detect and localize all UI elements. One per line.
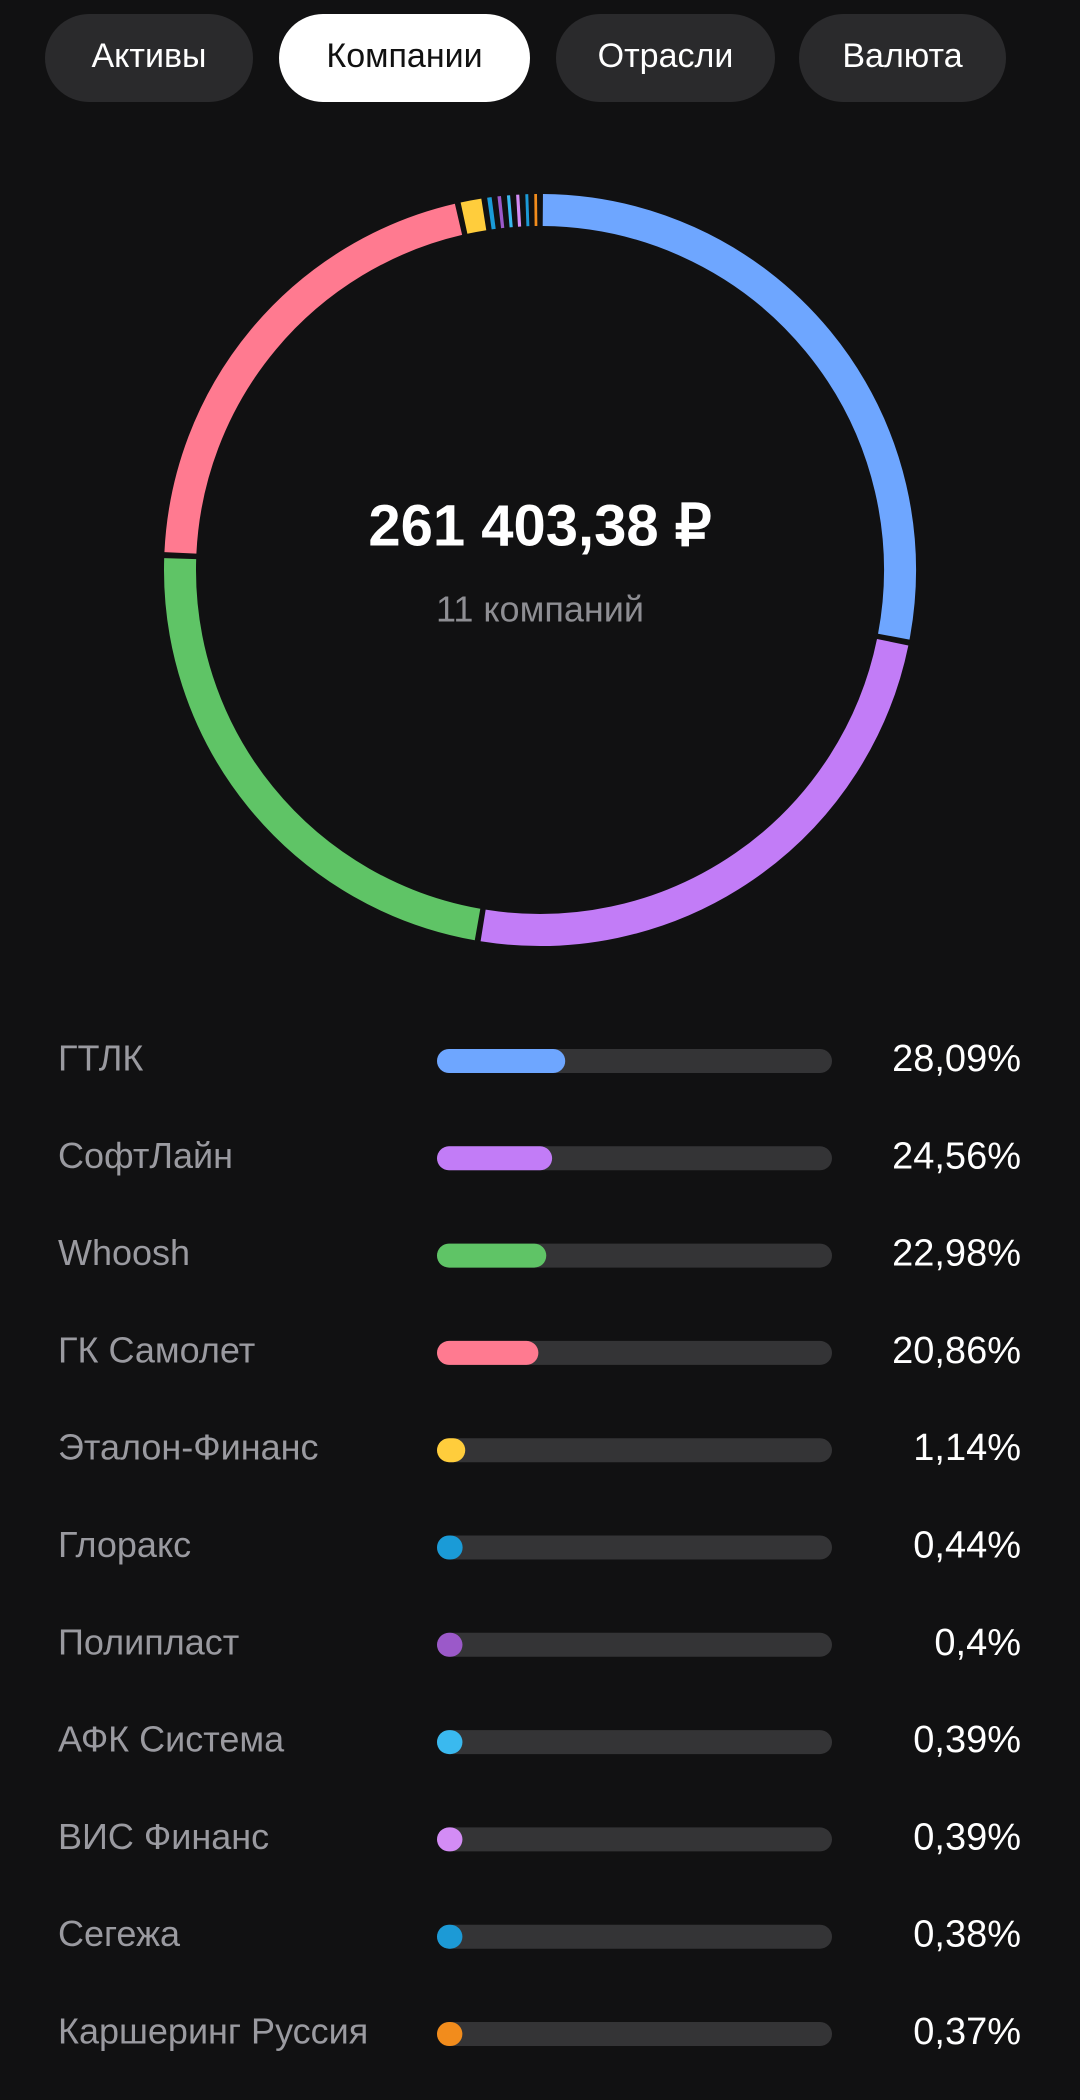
company-name: СофтЛайн (58, 1135, 233, 1176)
donut-segment (164, 558, 481, 941)
share-bar (437, 1049, 566, 1073)
share-bar (437, 1146, 553, 1171)
share-label: 0,44% (913, 1525, 1021, 1567)
company-name: ГТЛК (58, 1038, 143, 1079)
share-label: 28,09% (892, 1038, 1021, 1080)
share-bar (437, 1924, 463, 1949)
donut-segment (460, 198, 487, 234)
bar-track (437, 1827, 832, 1852)
company-name: Каршеринг Руссия (58, 2011, 368, 2052)
share-label: 0,39% (913, 1719, 1021, 1761)
donut-segment (164, 203, 463, 554)
share-bar (437, 1243, 547, 1268)
tab-pill[interactable] (45, 14, 253, 102)
share-label: 22,98% (892, 1233, 1021, 1275)
donut-segment (487, 197, 496, 230)
tab-label[interactable]: Активы (92, 37, 207, 75)
share-bar (437, 1438, 466, 1463)
company-name: Сегежа (58, 1913, 181, 1954)
company-name: Глоракс (58, 1524, 191, 1565)
donut-segment (542, 194, 916, 640)
tab-label[interactable]: Валюта (842, 37, 962, 75)
total-value: 261 403,38 ₽ (368, 493, 711, 558)
share-bar (437, 2022, 463, 2046)
share-bar (437, 1535, 463, 1560)
share-bar (437, 1827, 463, 1852)
tab-pill[interactable] (556, 14, 775, 102)
share-label: 0,39% (913, 1816, 1021, 1858)
bar-track (437, 1535, 832, 1560)
share-label: 0,38% (913, 1914, 1021, 1956)
company-name: Эталон-Финанс (58, 1427, 319, 1468)
share-label: 24,56% (892, 1135, 1021, 1177)
share-bar (437, 1340, 539, 1365)
tab-label[interactable]: Отрасли (598, 37, 734, 75)
bar-track (437, 1730, 832, 1755)
share-bar (437, 1730, 463, 1755)
share-bar (437, 1632, 463, 1657)
tab-pill[interactable] (279, 14, 530, 102)
share-label: 0,37% (913, 2011, 1021, 2053)
company-name: Whoosh (58, 1232, 190, 1273)
company-count: 11 компаний (436, 589, 644, 630)
company-name: Полипласт (58, 1621, 239, 1662)
share-label: 20,86% (892, 1330, 1021, 1372)
company-name: ГК Самолет (58, 1329, 255, 1370)
bar-track (437, 1632, 832, 1657)
tab-pill[interactable] (799, 14, 1006, 102)
company-name: ВИС Финанс (58, 1816, 269, 1857)
bar-track (437, 1924, 832, 1949)
bar-track (437, 1438, 832, 1463)
share-label: 0,4% (934, 1622, 1021, 1664)
bar-track (437, 2022, 832, 2046)
company-name: АФК Система (58, 1719, 285, 1760)
share-label: 1,14% (913, 1427, 1021, 1469)
tab-label[interactable]: Компании (326, 37, 482, 75)
donut-segment (480, 639, 909, 946)
